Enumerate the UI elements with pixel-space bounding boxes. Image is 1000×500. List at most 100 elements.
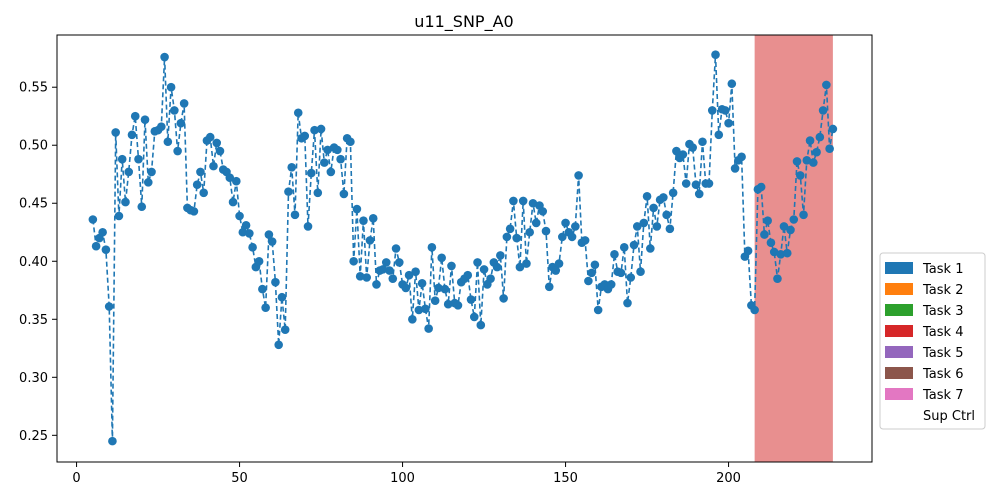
data-point: [616, 268, 626, 278]
data-point: [522, 259, 531, 268]
data-point: [681, 179, 691, 188]
data-point: [267, 237, 277, 246]
data-point: [274, 340, 283, 350]
data-point: [750, 305, 759, 315]
data-point: [815, 132, 825, 142]
data-point: [430, 296, 440, 306]
data-point: [486, 274, 495, 283]
data-point: [799, 210, 808, 220]
data-point: [668, 188, 678, 198]
data-point: [395, 258, 404, 267]
legend-swatch: [885, 325, 913, 337]
data-point: [779, 222, 789, 231]
data-point: [567, 232, 577, 242]
data-point: [561, 218, 570, 228]
data-point: [228, 197, 238, 207]
data-point: [447, 261, 456, 271]
data-point: [769, 247, 779, 257]
data-point: [192, 180, 202, 189]
data-point: [802, 156, 812, 165]
data-point: [642, 191, 652, 201]
data-point: [496, 251, 505, 260]
data-point: [473, 258, 482, 267]
data-point: [737, 152, 746, 162]
data-point: [303, 222, 313, 231]
y-tick-label: 0.45: [19, 197, 48, 212]
data-point: [678, 150, 688, 159]
y-tick-label: 0.50: [19, 139, 48, 154]
data-point: [541, 226, 551, 236]
data-point: [114, 211, 124, 221]
data-point: [408, 314, 417, 324]
data-point: [355, 272, 365, 281]
data-point: [254, 256, 264, 266]
data-point: [721, 106, 730, 115]
data-point: [590, 260, 600, 270]
data-point: [391, 244, 401, 253]
data-point: [258, 284, 267, 294]
data-point: [593, 305, 603, 315]
data-point: [789, 215, 799, 224]
data-point: [349, 256, 358, 266]
data-point: [157, 122, 166, 131]
data-point: [378, 265, 388, 274]
legend-swatch: [885, 367, 913, 379]
data-point: [538, 207, 548, 216]
data-point: [300, 131, 310, 141]
data-point: [323, 145, 332, 155]
data-point: [365, 236, 375, 245]
data-point: [306, 168, 316, 178]
legend-swatch: [885, 346, 913, 358]
data-point: [134, 154, 143, 164]
data-point: [127, 130, 137, 140]
y-tick-label: 0.55: [19, 81, 48, 96]
data-point: [711, 50, 720, 60]
data-point: [724, 118, 733, 128]
legend-swatch: [885, 283, 913, 295]
data-point: [698, 137, 707, 147]
data-point: [147, 167, 156, 177]
data-point: [381, 258, 391, 267]
legend-label: Task 4: [922, 325, 963, 340]
data-point: [320, 158, 329, 167]
data-point: [509, 196, 518, 206]
data-point: [346, 137, 355, 147]
data-point: [760, 230, 769, 239]
data-point: [189, 207, 199, 216]
y-axis: 0.25 0.30 0.35 0.40 0.45 0.50 0.55: [19, 81, 57, 444]
plot-frame: [56, 34, 873, 463]
data-point: [763, 216, 772, 225]
data-point: [773, 274, 782, 283]
data-point: [88, 215, 98, 224]
data-point: [505, 224, 515, 234]
legend-swatch: [885, 304, 913, 316]
data-point: [518, 196, 528, 206]
data-point: [688, 143, 697, 152]
data-point: [124, 167, 134, 177]
data-point: [626, 273, 636, 282]
data-point: [388, 274, 398, 283]
data-point: [117, 154, 127, 164]
data-point: [140, 115, 150, 125]
data-point: [691, 180, 701, 189]
data-point: [170, 106, 179, 115]
data-point: [822, 80, 831, 90]
data-point: [809, 158, 818, 167]
data-point: [104, 302, 114, 311]
data-point: [492, 262, 502, 272]
data-point: [143, 178, 153, 187]
data-point: [636, 267, 645, 277]
data-point: [610, 250, 619, 259]
data-point: [825, 144, 834, 154]
data-point: [544, 282, 554, 292]
data-point: [261, 303, 270, 312]
data-point: [574, 171, 583, 180]
data-point: [421, 304, 430, 314]
plot-area: [88, 35, 838, 462]
data-point: [528, 198, 538, 208]
y-tick-label: 0.35: [19, 313, 48, 328]
data-point: [795, 171, 805, 180]
data-point: [199, 188, 208, 198]
data-point: [646, 244, 655, 253]
